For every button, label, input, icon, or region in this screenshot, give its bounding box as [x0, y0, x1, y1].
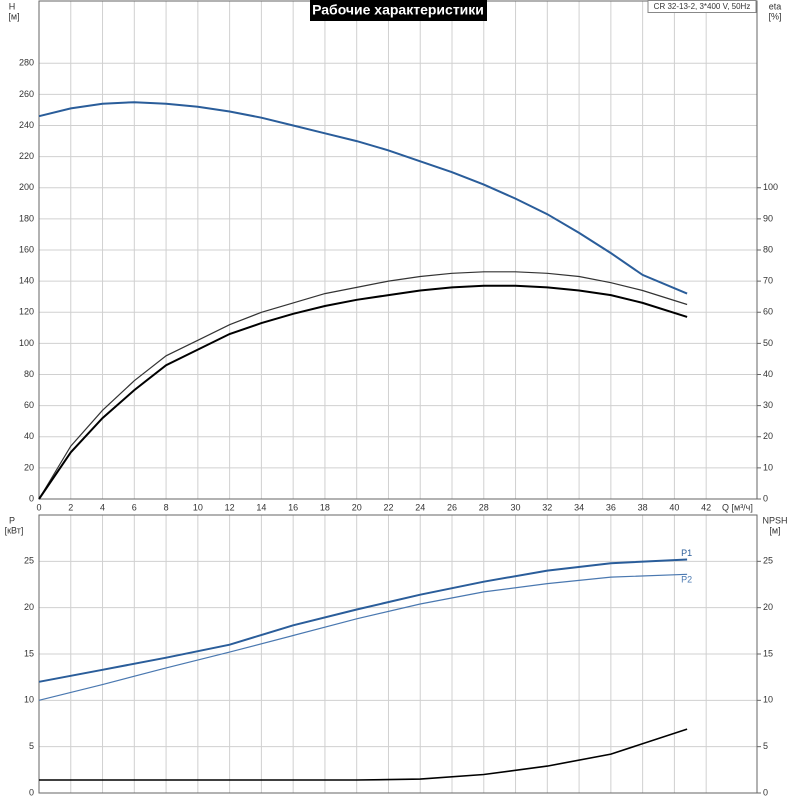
- y-tick-label: 20: [24, 462, 34, 472]
- x-tick-label: 20: [352, 502, 362, 512]
- y2-tick-label: 5: [763, 741, 768, 751]
- y-tick-label: 220: [19, 151, 34, 161]
- series-line: [38, 558, 688, 683]
- x-tick-label: 10: [193, 502, 203, 512]
- model-box: [647, 0, 757, 13]
- series-line: [39, 728, 688, 781]
- x-tick-label: 28: [479, 502, 489, 512]
- y2-tick-label: 20: [763, 602, 773, 612]
- y-tick-label: 20: [24, 602, 34, 612]
- y2-tick-label: 20: [763, 431, 773, 441]
- x-tick-label: 32: [542, 502, 552, 512]
- y-tick-label: 40: [24, 431, 34, 441]
- y2-tick-label: 50: [763, 338, 773, 348]
- plot-frame: [38, 514, 758, 794]
- y2-tick-label: 30: [763, 400, 773, 410]
- y2-tick-label: 80: [763, 244, 773, 254]
- y-tick-label: 100: [19, 338, 34, 348]
- y2-tick-label: 0: [763, 787, 768, 797]
- series-line: [38, 271, 688, 500]
- y-axis-unit: [м]: [8, 11, 19, 21]
- x-tick-label: 8: [164, 502, 169, 512]
- series-label: P2: [681, 575, 692, 585]
- x-axis-label: Q [м³/ч]: [722, 502, 753, 512]
- x-tick-label: 36: [606, 502, 616, 512]
- y2-axis-label: eta: [769, 1, 782, 11]
- series-line: [38, 101, 688, 295]
- y2-axis-label: NPSH: [762, 515, 787, 525]
- y-tick-label: 160: [19, 244, 34, 254]
- y2-axis-unit: [%]: [768, 11, 781, 21]
- y2-tick-label: 100: [763, 182, 778, 192]
- y-axis-label: H: [9, 1, 16, 11]
- x-tick-label: 30: [511, 502, 521, 512]
- y-axis-unit: [кВт]: [5, 525, 24, 535]
- x-tick-label: 16: [288, 502, 298, 512]
- x-tick-label: 6: [132, 502, 137, 512]
- y2-tick-label: 60: [763, 307, 773, 317]
- y2-axis-unit: [м]: [769, 525, 780, 535]
- y-tick-label: 25: [24, 556, 34, 566]
- y2-tick-label: 40: [763, 369, 773, 379]
- y2-tick-label: 90: [763, 213, 773, 223]
- x-tick-label: 26: [447, 502, 457, 512]
- y2-tick-label: 70: [763, 276, 773, 286]
- y-tick-label: 260: [19, 89, 34, 99]
- y-tick-label: 80: [24, 369, 34, 379]
- y-tick-label: 0: [29, 493, 34, 503]
- x-tick-label: 0: [36, 502, 41, 512]
- x-tick-label: 42: [701, 502, 711, 512]
- x-tick-label: 22: [383, 502, 393, 512]
- y-tick-label: 10: [24, 695, 34, 705]
- y-tick-label: 60: [24, 400, 34, 410]
- y-tick-label: 0: [29, 787, 34, 797]
- x-tick-label: 18: [320, 502, 330, 512]
- x-tick-label: 38: [638, 502, 648, 512]
- y2-tick-label: 10: [763, 695, 773, 705]
- y2-tick-label: 25: [763, 556, 773, 566]
- x-tick-label: 40: [669, 502, 679, 512]
- y-tick-label: 140: [19, 276, 34, 286]
- y-tick-label: 180: [19, 213, 34, 223]
- chart-title: Рабочие характеристики: [312, 2, 484, 18]
- y-axis-label: P: [9, 515, 15, 525]
- x-tick-label: 34: [574, 502, 584, 512]
- y-tick-label: 5: [29, 741, 34, 751]
- x-tick-label: 2: [68, 502, 73, 512]
- x-tick-label: 4: [100, 502, 105, 512]
- y2-tick-label: 0: [763, 493, 768, 503]
- y-tick-label: 280: [19, 58, 34, 68]
- series-line: [38, 284, 688, 500]
- x-tick-label: 14: [256, 502, 266, 512]
- y-tick-label: 200: [19, 182, 34, 192]
- y2-tick-label: 10: [763, 462, 773, 472]
- series-line: [38, 573, 688, 701]
- y-tick-label: 120: [19, 307, 34, 317]
- x-tick-label: 12: [225, 502, 235, 512]
- y2-tick-label: 15: [763, 648, 773, 658]
- x-tick-label: 24: [415, 502, 425, 512]
- y-tick-label: 15: [24, 648, 34, 658]
- y-tick-label: 240: [19, 120, 34, 130]
- title-box: [310, 0, 487, 21]
- series-label: P1: [681, 548, 692, 558]
- model-label: CR 32-13-2, 3*400 V, 50Hz: [654, 2, 751, 11]
